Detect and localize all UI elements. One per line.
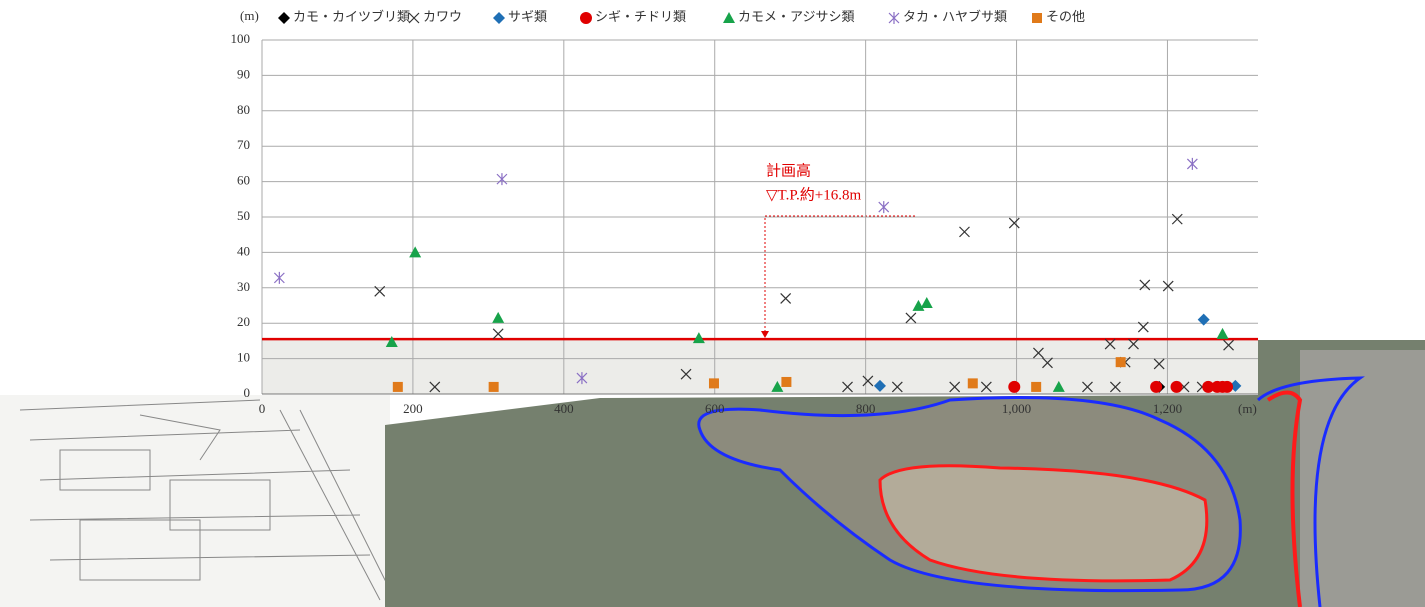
y-tick-label: 80: [237, 102, 250, 117]
point: [1223, 339, 1234, 351]
y-tick-label: 90: [237, 66, 250, 81]
point: [878, 201, 890, 214]
point: [1032, 13, 1042, 23]
point: [492, 311, 505, 323]
y-tick-label: 100: [231, 31, 251, 46]
y-tick-label: 0: [244, 385, 251, 400]
y-tick-label: 20: [237, 314, 250, 329]
point: [1052, 380, 1065, 392]
y-tick-label: 70: [237, 137, 250, 152]
point: [429, 381, 441, 393]
point: [959, 226, 970, 238]
point: [374, 285, 386, 297]
legend-label: シギ・チドリ類: [595, 9, 686, 24]
legend-label: カモメ・アジサシ類: [738, 9, 854, 24]
x-tick-label: 0: [259, 401, 266, 416]
point: [771, 380, 784, 392]
point: [781, 376, 792, 387]
point: [492, 328, 504, 340]
point: [1137, 321, 1149, 333]
point: [888, 12, 900, 24]
point: [273, 271, 285, 284]
point: [1082, 381, 1093, 393]
x-axis-label: (m): [1238, 401, 1257, 416]
point: [1031, 381, 1042, 392]
point: [1008, 380, 1021, 393]
point: [493, 12, 505, 24]
point: [1153, 358, 1165, 370]
point: [967, 378, 978, 389]
point: [912, 299, 925, 311]
legend-label: タカ・ハヤブサ類: [903, 9, 1007, 24]
point: [1186, 157, 1198, 170]
y-tick-label: 30: [237, 279, 250, 294]
point: [576, 372, 588, 385]
point: [1216, 327, 1229, 339]
x-tick-label: 800: [856, 401, 876, 416]
point: [1115, 357, 1126, 368]
point: [1109, 381, 1121, 393]
point: [692, 332, 705, 344]
point: [1033, 347, 1044, 359]
x-tick-label: 1,200: [1153, 401, 1182, 416]
point: [1139, 279, 1151, 291]
point: [1170, 380, 1183, 393]
annotation-arrow: [764, 215, 915, 332]
legend-label: サギ類: [508, 9, 547, 24]
point: [1221, 380, 1234, 393]
point: [488, 381, 499, 392]
annotation: ▽T.P.約+16.8m: [766, 186, 861, 203]
y-tick-label: 10: [237, 350, 250, 365]
point: [496, 173, 508, 186]
x-tick-label: 1,000: [1002, 401, 1031, 416]
point: [873, 379, 886, 392]
point: [1171, 213, 1183, 225]
x-tick-label: 200: [403, 401, 423, 416]
annotation: 計画高: [766, 162, 811, 179]
point: [1008, 217, 1020, 229]
annotation-arrowhead: [761, 331, 769, 338]
point: [1128, 338, 1139, 350]
legend-label: その他: [1046, 9, 1085, 24]
point: [1042, 357, 1053, 369]
point: [1202, 380, 1215, 393]
point: [1150, 380, 1163, 393]
plot-shade: [262, 339, 1258, 394]
point: [920, 297, 933, 309]
legend-label: カワウ: [423, 9, 462, 24]
point: [723, 12, 735, 23]
y-tick-label: 60: [237, 173, 250, 188]
point: [780, 292, 792, 304]
point: [680, 368, 692, 380]
point: [409, 246, 422, 258]
point: [980, 381, 992, 393]
x-tick-label: 600: [705, 401, 725, 416]
point: [949, 381, 961, 393]
point: [862, 375, 874, 387]
point: [278, 12, 290, 24]
point: [1104, 338, 1116, 350]
y-tick-label: 50: [237, 208, 250, 223]
point: [392, 381, 403, 392]
point: [580, 12, 592, 24]
point: [385, 335, 398, 347]
legend-label: カモ・カイツブリ類: [293, 9, 410, 24]
y-axis-label: (m): [240, 8, 259, 23]
point: [1162, 280, 1174, 292]
x-tick-label: 400: [554, 401, 574, 416]
background-map: [0, 340, 1425, 607]
point: [891, 381, 903, 393]
point: [408, 12, 420, 24]
point: [1197, 313, 1210, 326]
point: [905, 312, 917, 324]
plot-area: [262, 40, 1258, 340]
point: [842, 381, 853, 393]
point: [708, 378, 719, 389]
y-tick-label: 40: [237, 243, 250, 258]
